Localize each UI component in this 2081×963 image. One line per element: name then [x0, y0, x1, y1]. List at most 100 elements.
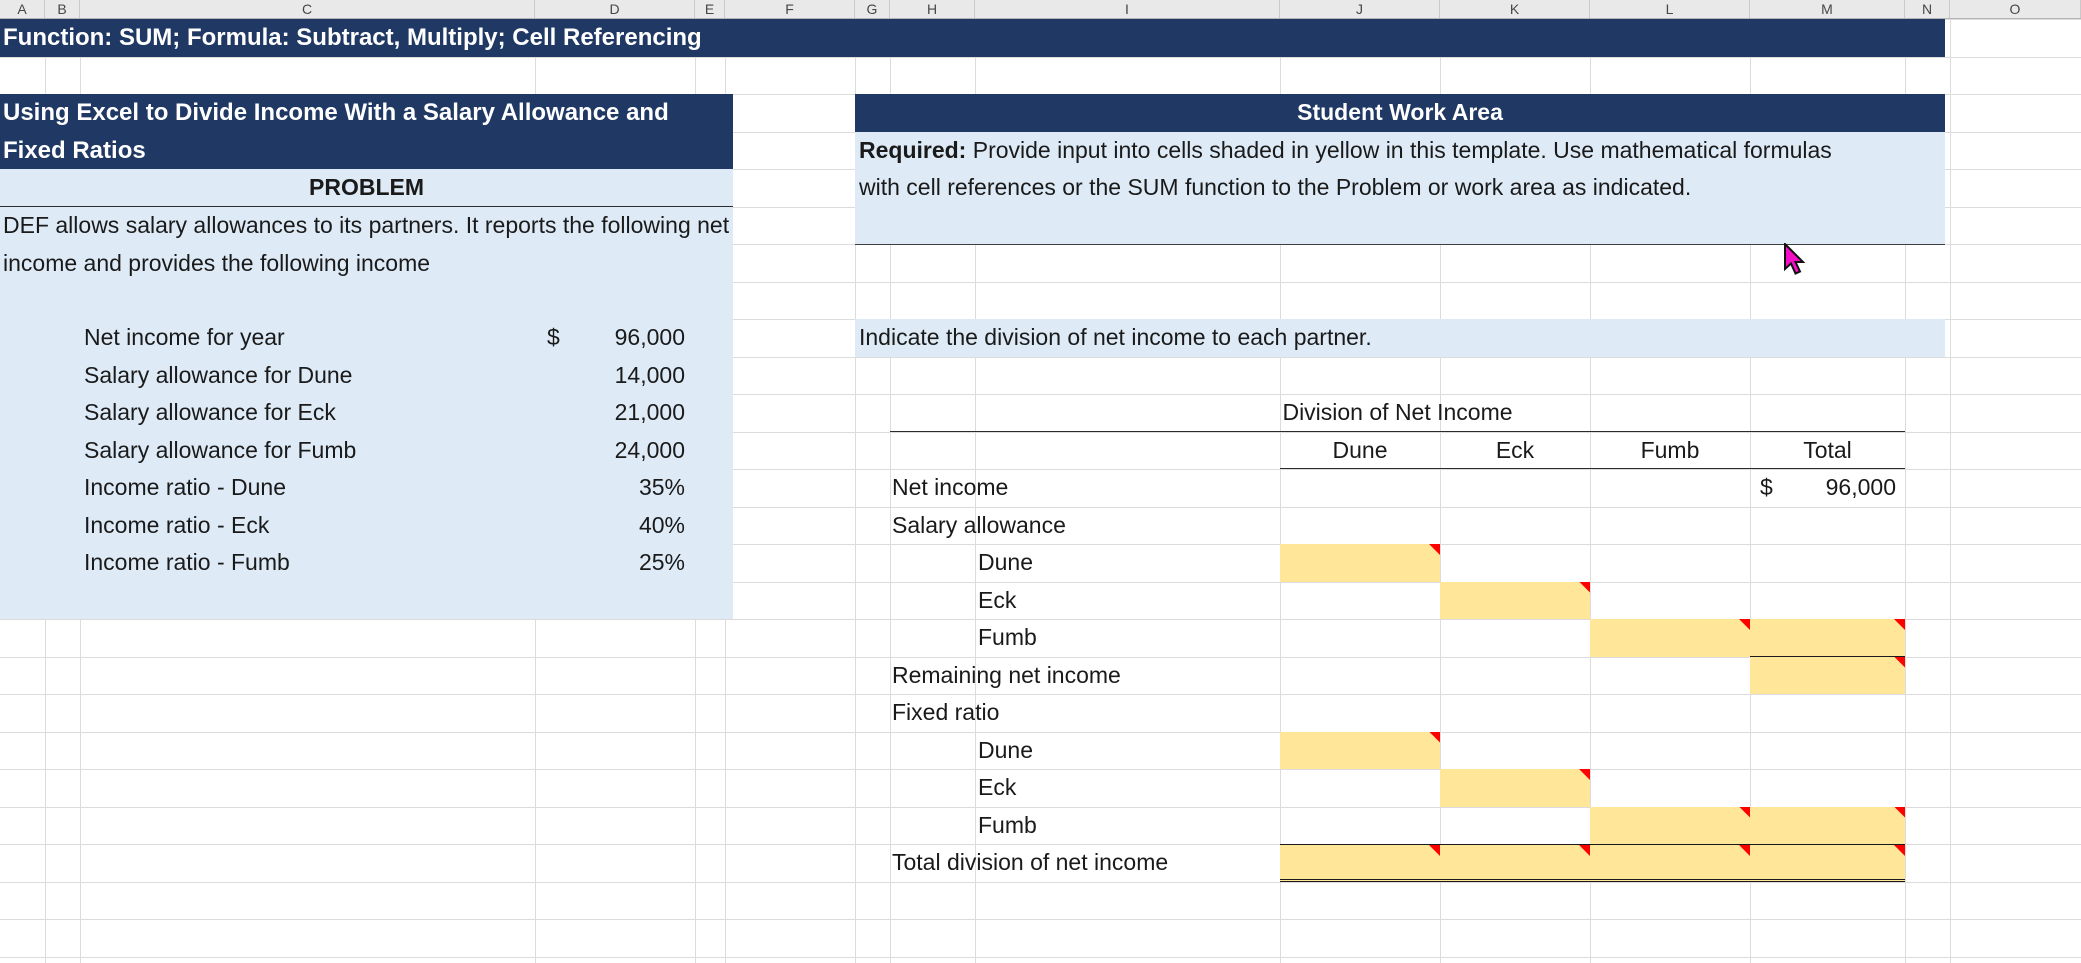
input-salary-allowance-eck[interactable]: [1440, 581, 1590, 619]
division-instruction: Indicate the division of net income to e…: [855, 319, 1945, 357]
item-label: Income ratio - Eck: [84, 511, 270, 538]
col-header-fumb: Fumb: [1640, 436, 1700, 463]
gridline: [1950, 19, 1951, 963]
input-fixed-ratio-dune[interactable]: [1280, 731, 1440, 769]
item-value: 35%: [638, 474, 685, 500]
gridline: [0, 431, 2081, 433]
column-header-N[interactable]: N: [1905, 0, 1950, 18]
required-text: Provide input into cells shaded in yello…: [859, 136, 1832, 201]
problem-item: Net income for year $ 96,000: [0, 319, 733, 357]
column-header-B[interactable]: B: [45, 0, 80, 18]
column-header-O[interactable]: O: [1950, 0, 2081, 18]
input-total-division-dune[interactable]: [1280, 844, 1440, 882]
gridline: [1750, 19, 1751, 963]
column-header-M[interactable]: M: [1750, 0, 1905, 18]
problem-item: Salary allowance for Fumb 24,000: [0, 432, 733, 470]
column-header-K[interactable]: K: [1440, 0, 1590, 18]
column-header-I[interactable]: I: [975, 0, 1280, 18]
gridline: [1440, 19, 1441, 963]
input-salary-allowance-total[interactable]: [1750, 619, 1905, 657]
gridline: [975, 19, 976, 963]
input-fixed-ratio-fumb[interactable]: [1590, 806, 1750, 844]
gridline: [1590, 19, 1591, 963]
gridline: [0, 281, 2081, 283]
gridline: [0, 694, 2081, 695]
column-header-D[interactable]: D: [535, 0, 695, 18]
gridline: [0, 469, 2081, 470]
currency-symbol: $: [1760, 474, 1773, 500]
gridline: [1280, 19, 1281, 963]
input-salary-allowance-dune[interactable]: [1280, 544, 1440, 582]
col-header-total: Total: [1803, 436, 1852, 463]
gridline: [0, 844, 2081, 845]
row-label-fixed-ratio: Fixed ratio: [892, 699, 1000, 725]
comment-indicator-icon: [1894, 845, 1905, 856]
currency-symbol: $: [547, 324, 560, 350]
problem-description: DEF allows salary allowances to its part…: [3, 212, 730, 276]
problem-item: Salary allowance for Eck 21,000: [0, 394, 733, 432]
item-label: Net income for year: [84, 324, 285, 350]
input-fixed-ratio-total[interactable]: [1750, 806, 1905, 844]
gridline: [0, 356, 2081, 358]
column-header-C[interactable]: C: [80, 0, 535, 18]
gridline: [0, 394, 2081, 395]
item-value: 14,000: [614, 361, 685, 388]
row-label-total-division: Total division of net income: [892, 849, 1169, 875]
comment-indicator-icon: [1579, 581, 1590, 593]
row-label-ratio-fumb: Fumb: [978, 811, 1037, 838]
top-banner: Function: SUM; Formula: Subtract, Multip…: [0, 19, 1945, 57]
gridline: [0, 619, 2081, 620]
comment-indicator-icon: [1429, 845, 1440, 856]
item-label: Income ratio - Dune: [84, 474, 286, 500]
net-income-total-value: 96,000: [1825, 474, 1896, 500]
col-header-eck: Eck: [1495, 436, 1535, 463]
gridline: [0, 244, 2081, 245]
column-header-L[interactable]: L: [1590, 0, 1750, 18]
gridline: [0, 544, 2081, 545]
item-label: Salary allowance for Dune: [84, 361, 353, 388]
column-header-A[interactable]: A: [0, 0, 45, 18]
row-label-salary-fumb: Fumb: [978, 624, 1037, 650]
comment-indicator-icon: [1739, 845, 1750, 856]
problem-item: Income ratio - Dune 35%: [0, 469, 733, 507]
student-work-area-title: Student Work Area: [855, 94, 1945, 132]
gridline: [0, 656, 2081, 658]
item-value: 21,000: [614, 399, 685, 425]
row-label-salary-allowance: Salary allowance: [892, 511, 1066, 538]
gridline: [855, 19, 856, 963]
column-header-J[interactable]: J: [1280, 0, 1440, 18]
item-label: Salary allowance for Eck: [84, 399, 336, 425]
item-value: 25%: [638, 549, 685, 575]
problem-heading: PROBLEM: [0, 169, 733, 207]
comment-indicator-icon: [1579, 845, 1590, 856]
column-header-E[interactable]: E: [695, 0, 725, 18]
input-total-division-eck[interactable]: [1440, 844, 1590, 882]
row-label-ratio-dune: Dune: [978, 736, 1033, 763]
row-label-remaining-net-income: Remaining net income: [892, 661, 1121, 688]
row-label-salary-dune: Dune: [978, 549, 1033, 575]
column-header-H[interactable]: H: [890, 0, 975, 18]
item-value: 96,000: [614, 324, 685, 350]
input-fixed-ratio-eck[interactable]: [1440, 769, 1590, 807]
gridline: [1905, 19, 1906, 963]
comment-indicator-icon: [1579, 769, 1590, 780]
input-remaining-net-income-total[interactable]: [1750, 656, 1905, 694]
problem-item: Income ratio - Eck 40%: [0, 507, 733, 545]
item-value: 24,000: [614, 436, 685, 463]
problem-item: Salary allowance for Dune 14,000: [0, 357, 733, 395]
column-header-G[interactable]: G: [855, 0, 890, 18]
row-label-ratio-eck: Eck: [978, 774, 1017, 800]
input-salary-allowance-fumb[interactable]: [1590, 619, 1750, 657]
input-total-division-total[interactable]: [1750, 844, 1905, 882]
row-label-salary-eck: Eck: [978, 586, 1017, 613]
comment-indicator-icon: [1894, 656, 1905, 668]
input-total-division-fumb[interactable]: [1590, 844, 1750, 882]
item-label: Income ratio - Fumb: [84, 549, 290, 575]
problem-panel-title: Using Excel to Divide Income With a Sala…: [0, 94, 733, 169]
column-header-F[interactable]: F: [725, 0, 855, 18]
comment-indicator-icon: [1429, 731, 1440, 743]
gridline: [0, 956, 2081, 958]
mouse-cursor: [1784, 243, 1806, 275]
